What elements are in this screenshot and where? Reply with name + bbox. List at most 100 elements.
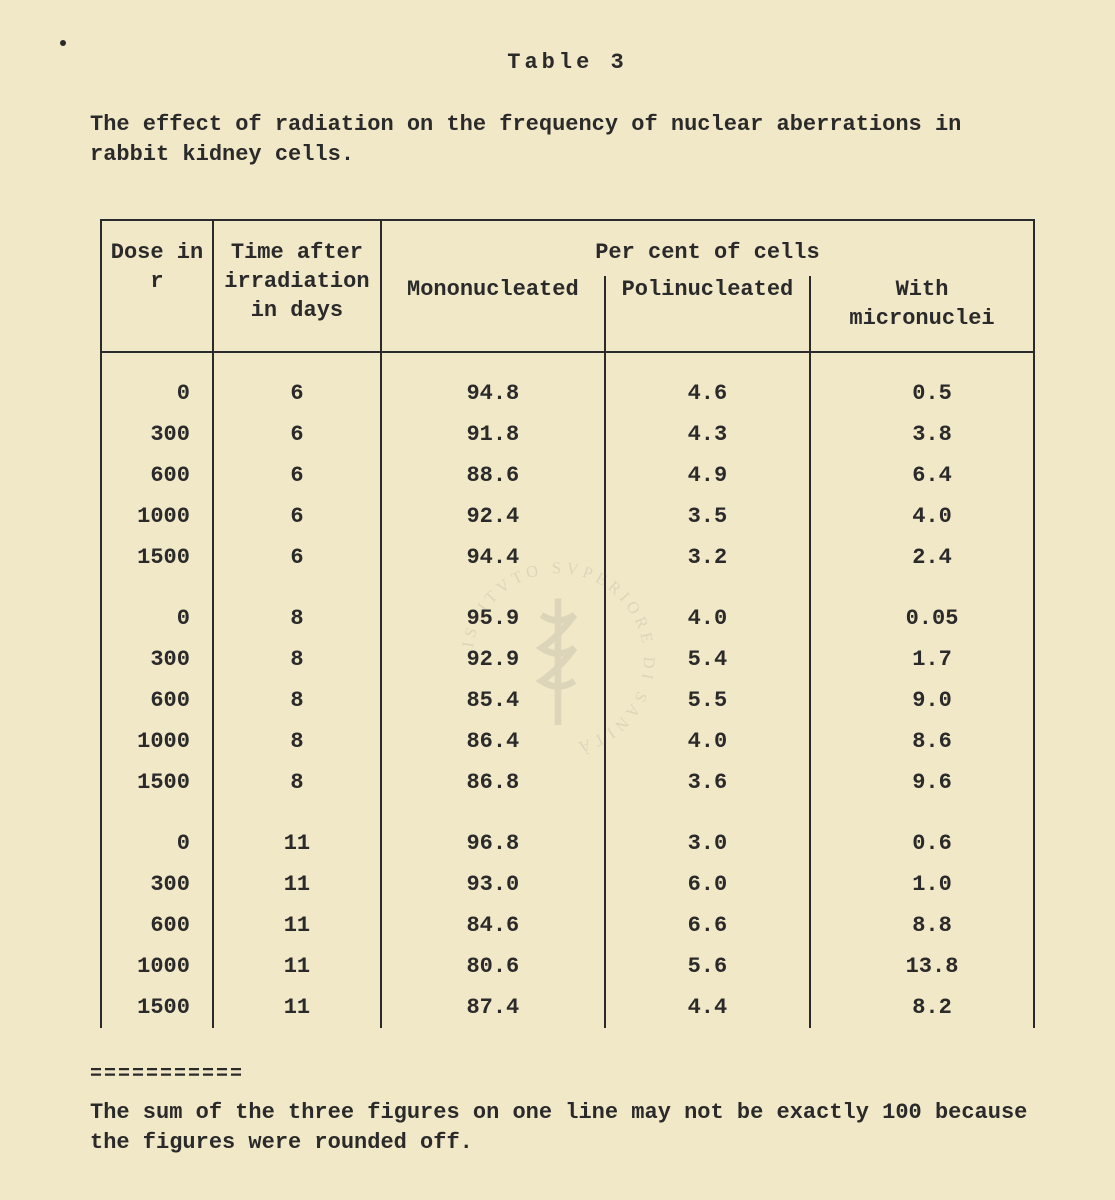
cell-dose: 1500 [101, 762, 213, 803]
cell-poli: 3.2 [605, 537, 810, 578]
cell-time: 8 [213, 762, 381, 803]
table-row: 1500694.43.22.4 [101, 537, 1034, 578]
cell-mono: 96.8 [381, 803, 605, 864]
table-row: 1000886.44.08.6 [101, 721, 1034, 762]
cell-dose: 600 [101, 680, 213, 721]
cell-mono: 85.4 [381, 680, 605, 721]
cell-micro: 8.6 [810, 721, 1034, 762]
cell-mono: 86.8 [381, 762, 605, 803]
cell-micro: 1.0 [810, 864, 1034, 905]
cell-micro: 0.6 [810, 803, 1034, 864]
cell-micro: 13.8 [810, 946, 1034, 987]
cell-dose: 1000 [101, 946, 213, 987]
col-header-micro: With micronuclei [810, 276, 1034, 352]
cell-dose: 600 [101, 905, 213, 946]
cell-poli: 4.3 [605, 414, 810, 455]
cell-dose: 1000 [101, 496, 213, 537]
table-row: 3001193.06.01.0 [101, 864, 1034, 905]
cell-mono: 94.4 [381, 537, 605, 578]
cell-micro: 2.4 [810, 537, 1034, 578]
document-page: Table 3 The effect of radiation on the f… [0, 0, 1115, 1198]
col-header-group-label: Per cent of cells [595, 240, 819, 265]
cell-mono: 93.0 [381, 864, 605, 905]
cell-dose: 300 [101, 864, 213, 905]
table-row: 15001187.44.48.2 [101, 987, 1034, 1028]
cell-dose: 300 [101, 414, 213, 455]
table-row: 01196.83.00.6 [101, 803, 1034, 864]
cell-mono: 80.6 [381, 946, 605, 987]
col-header-time-label: Time after irradiation in days [224, 240, 369, 322]
cell-micro: 0.05 [810, 578, 1034, 639]
cell-poli: 4.0 [605, 578, 810, 639]
cell-poli: 3.5 [605, 496, 810, 537]
cell-poli: 4.0 [605, 721, 810, 762]
cell-micro: 9.0 [810, 680, 1034, 721]
data-table-wrap: Dose in r Time after irradiation in days… [100, 219, 1035, 1028]
table-row: 0694.84.60.5 [101, 352, 1034, 414]
cell-micro: 1.7 [810, 639, 1034, 680]
separator-line: =========== [90, 1063, 1045, 1086]
cell-time: 6 [213, 455, 381, 496]
cell-poli: 6.6 [605, 905, 810, 946]
cell-dose: 0 [101, 352, 213, 414]
table-row: 1000692.43.54.0 [101, 496, 1034, 537]
cell-time: 8 [213, 680, 381, 721]
cell-dose: 1500 [101, 537, 213, 578]
table-caption: The effect of radiation on the frequency… [90, 110, 1045, 169]
cell-micro: 6.4 [810, 455, 1034, 496]
cell-dose: 300 [101, 639, 213, 680]
cell-micro: 8.2 [810, 987, 1034, 1028]
table-row: 600885.45.59.0 [101, 680, 1034, 721]
cell-poli: 3.0 [605, 803, 810, 864]
cell-dose: 1000 [101, 721, 213, 762]
cell-mono: 86.4 [381, 721, 605, 762]
cell-poli: 4.6 [605, 352, 810, 414]
cell-micro: 8.8 [810, 905, 1034, 946]
cell-mono: 95.9 [381, 578, 605, 639]
cell-mono: 92.9 [381, 639, 605, 680]
cell-mono: 84.6 [381, 905, 605, 946]
cell-time: 11 [213, 946, 381, 987]
cell-mono: 92.4 [381, 496, 605, 537]
footnote-text: The sum of the three figures on one line… [90, 1098, 1045, 1157]
cell-dose: 1500 [101, 987, 213, 1028]
table-row: 1500886.83.69.6 [101, 762, 1034, 803]
cell-dose: 0 [101, 803, 213, 864]
cell-poli: 5.5 [605, 680, 810, 721]
cell-mono: 94.8 [381, 352, 605, 414]
cell-time: 6 [213, 496, 381, 537]
cell-time: 11 [213, 987, 381, 1028]
cell-micro: 4.0 [810, 496, 1034, 537]
cell-dose: 0 [101, 578, 213, 639]
cell-micro: 0.5 [810, 352, 1034, 414]
cell-poli: 3.6 [605, 762, 810, 803]
cell-poli: 6.0 [605, 864, 810, 905]
col-header-group: Per cent of cells [381, 220, 1034, 276]
table-body: 0694.84.60.5300691.84.33.8600688.64.96.4… [101, 352, 1034, 1028]
cell-time: 6 [213, 537, 381, 578]
cell-time: 8 [213, 721, 381, 762]
table-row: 300691.84.33.8 [101, 414, 1034, 455]
cell-time: 8 [213, 578, 381, 639]
cell-time: 11 [213, 905, 381, 946]
data-table: Dose in r Time after irradiation in days… [100, 219, 1035, 1028]
col-header-poli: Polinucleated [605, 276, 810, 352]
table-row: 600688.64.96.4 [101, 455, 1034, 496]
table-row: 300892.95.41.7 [101, 639, 1034, 680]
table-number: Table 3 [90, 50, 1045, 75]
cell-time: 6 [213, 352, 381, 414]
table-row: 6001184.66.68.8 [101, 905, 1034, 946]
col-header-dose: Dose in r [101, 220, 213, 352]
cell-poli: 5.4 [605, 639, 810, 680]
table-row: 10001180.65.613.8 [101, 946, 1034, 987]
cell-mono: 88.6 [381, 455, 605, 496]
cell-time: 8 [213, 639, 381, 680]
cell-poli: 4.9 [605, 455, 810, 496]
cell-mono: 91.8 [381, 414, 605, 455]
cell-poli: 5.6 [605, 946, 810, 987]
cell-mono: 87.4 [381, 987, 605, 1028]
col-header-time: Time after irradiation in days [213, 220, 381, 352]
table-row: 0895.94.00.05 [101, 578, 1034, 639]
cell-time: 11 [213, 864, 381, 905]
cell-dose: 600 [101, 455, 213, 496]
